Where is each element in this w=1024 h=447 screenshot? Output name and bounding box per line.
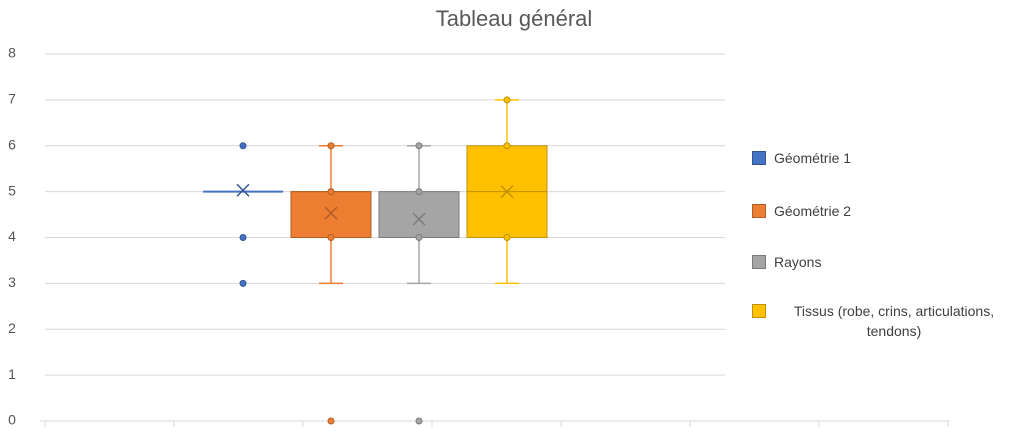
data-point — [239, 234, 247, 241]
mean-marker — [236, 183, 250, 197]
x-axis-ticks — [44, 421, 949, 427]
legend-label: Rayons — [774, 254, 822, 270]
mean-marker — [412, 212, 426, 226]
data-point — [327, 142, 335, 150]
legend-swatch — [752, 151, 766, 165]
y-tick-label: 7 — [8, 91, 16, 107]
data-point — [327, 417, 335, 425]
chart-title: Tableau général — [436, 6, 593, 31]
data-point — [503, 234, 511, 241]
legend-swatch — [752, 304, 766, 318]
data-point — [415, 234, 423, 241]
legend-swatch — [752, 204, 766, 218]
legend-label: Géométrie 2 — [774, 203, 852, 219]
y-tick-label: 8 — [8, 45, 16, 61]
data-point — [415, 142, 423, 150]
legend-label: Géométrie 1 — [774, 150, 852, 166]
y-tick-label: 1 — [8, 366, 16, 382]
legend-swatch — [752, 255, 766, 269]
mean-marker — [324, 206, 338, 220]
y-tick-label: 6 — [8, 136, 16, 152]
data-point — [239, 142, 247, 150]
data-point — [327, 188, 335, 196]
legend-item: Tissus (robe, crins, articulations, tend… — [752, 301, 1022, 341]
data-point — [239, 279, 247, 287]
legend-label: Tissus (robe, crins, articulations, tend… — [793, 303, 995, 339]
box — [378, 191, 460, 238]
box — [290, 191, 372, 238]
legend-item: Géométrie 1 — [752, 148, 1022, 168]
mean-marker — [500, 185, 514, 199]
legend-item: Rayons — [752, 252, 1022, 272]
y-tick-label: 4 — [8, 228, 16, 244]
data-point — [327, 234, 335, 241]
y-tick-label: 3 — [8, 274, 16, 290]
y-tick-label: 2 — [8, 320, 16, 336]
y-tick-label: 5 — [8, 182, 16, 198]
data-point — [415, 417, 423, 425]
y-tick-label: 0 — [8, 412, 16, 428]
data-point — [503, 96, 511, 104]
data-point — [415, 188, 423, 196]
data-point — [503, 142, 511, 150]
legend-item: Géométrie 2 — [752, 201, 1022, 221]
